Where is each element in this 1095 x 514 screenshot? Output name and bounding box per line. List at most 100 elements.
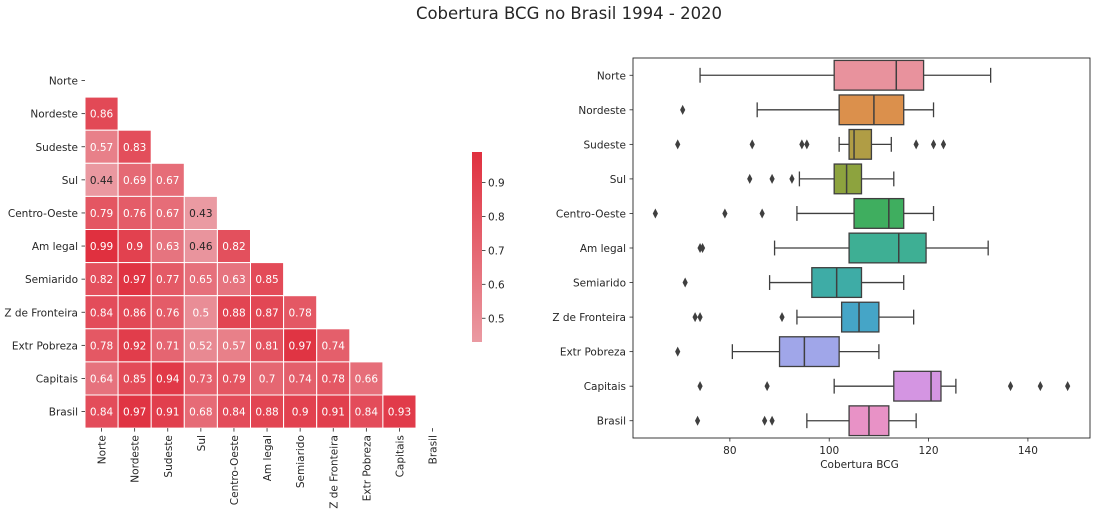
box-x-tick-label: 120	[919, 445, 939, 457]
outlier-point	[1065, 381, 1071, 392]
heatmap-cell-label: 0.79	[222, 373, 245, 385]
heatmap-cell-label: 0.78	[90, 340, 113, 352]
heatmap-x-tick-label: Z de Fronteira	[328, 435, 340, 509]
box-norte	[699, 59, 992, 91]
heatmap-y-tick-label: Sul	[62, 175, 78, 187]
heatmap-cell-label: 0.81	[255, 340, 278, 352]
heatmap-cell-label: 0.93	[388, 407, 411, 419]
heatmap-cell	[382, 394, 417, 429]
heatmap-cell	[250, 361, 285, 396]
outlier-point	[779, 312, 785, 323]
outlier-point	[1037, 381, 1043, 392]
box-iqr	[848, 232, 927, 264]
heatmap-cell	[117, 195, 152, 230]
heatmap-cell-label: 0.63	[222, 274, 245, 286]
heatmap-cell	[250, 262, 285, 297]
box-x-tick-label: 100	[819, 445, 839, 457]
box-y-tick-label: Sudeste	[584, 139, 627, 151]
heatmap-cell	[84, 129, 119, 164]
heatmap-cell	[216, 262, 251, 297]
outlier-point	[749, 139, 755, 150]
heatmap-x-tick-label: Nordeste	[130, 435, 142, 483]
box-iqr	[778, 336, 840, 368]
outlier-point	[694, 415, 701, 426]
heatmap-cell	[316, 328, 351, 363]
box-y-tick-label: Centro-Oeste	[556, 208, 626, 220]
box-y-tick-label: Norte	[597, 70, 626, 82]
heatmap-cell	[84, 394, 119, 429]
outlier-point	[759, 208, 765, 219]
heatmap-cell-label: 0.52	[189, 340, 212, 352]
heatmap-y-tick-label: Am legal	[32, 241, 78, 253]
outlier-point	[747, 173, 753, 184]
heatmap-x-tick-label: Brasil	[428, 435, 440, 464]
heatmap-cell	[117, 262, 152, 297]
outlier-point	[699, 243, 706, 253]
colorbar-tick-label: 0.6	[488, 279, 505, 291]
heatmap-cell-label: 0.46	[189, 241, 213, 253]
heatmap-cell-label: 0.87	[255, 307, 278, 319]
outlier-point	[769, 415, 775, 426]
heatmap-cell-label: 0.92	[123, 340, 146, 352]
colorbar-tick-label: 0.9	[488, 178, 505, 190]
heatmap-cell-label: 0.74	[322, 340, 346, 352]
heatmap-y-tick-label: Extr Pobreza	[12, 340, 78, 352]
outlier-point	[764, 381, 770, 392]
box-extr-pobreza	[675, 336, 880, 368]
heatmap-cell-label: 0.66	[355, 373, 379, 385]
box-y-tick-label: Sul	[610, 174, 626, 186]
box-iqr	[833, 59, 925, 91]
heatmap-cell	[84, 361, 119, 396]
heatmap-cell	[117, 295, 152, 330]
heatmap-x-tick-label: Centro-Oeste	[229, 435, 241, 505]
box-y-tick-label: Capitais	[584, 381, 626, 393]
heatmap-cell	[150, 328, 185, 363]
x-axis-label: Cobertura BCG	[820, 459, 899, 471]
heatmap-cell-label: 0.82	[222, 241, 245, 253]
heatmap-cell-label: 0.57	[90, 142, 113, 154]
outlier-point	[799, 139, 805, 150]
box-y-tick-label: Am legal	[580, 243, 626, 255]
heatmap-chart: 0.86 0.57 0.83 0.44 0.69 0.67 0.79 0.76 0.67 0.43…	[4, 76, 439, 509]
heatmap-cell-label: 0.73	[189, 373, 212, 385]
heatmap-cell-label: 0.97	[123, 407, 146, 419]
heatmap-cell	[216, 394, 251, 429]
outlier-point	[692, 312, 698, 323]
heatmap-cell-label: 0.86	[123, 307, 147, 319]
heatmap-cell	[349, 394, 384, 429]
heatmap-cell	[183, 262, 218, 297]
outlier-point	[769, 173, 775, 184]
heatmap-y-tick-label: Semiarido	[25, 274, 78, 286]
outlier-point	[940, 139, 947, 150]
heatmap-x-tick-label: Am legal	[262, 435, 274, 481]
heatmap-x-tick-label: Sul	[196, 435, 208, 451]
outlier-point	[675, 346, 681, 357]
heatmap-cell-label: 0.84	[222, 407, 246, 419]
heatmap-cell-label: 0.76	[123, 208, 147, 220]
heatmap-cell	[183, 229, 218, 264]
heatmap-cell-label: 0.67	[156, 175, 179, 187]
heatmap-cell	[84, 295, 119, 330]
heatmap-cell-label: 0.94	[156, 373, 180, 385]
heatmap-cell	[250, 295, 285, 330]
outlier-point	[680, 104, 686, 115]
heatmap-y-tick-label: Centro-Oeste	[8, 208, 78, 220]
outlier-point	[913, 139, 919, 150]
heatmap-cell-label: 0.76	[156, 307, 180, 319]
heatmap-cell-label: 0.85	[255, 274, 278, 286]
heatmap-cell-label: 0.91	[322, 407, 345, 419]
heatmap-cell-label: 0.68	[189, 407, 212, 419]
heatmap-cell-label: 0.74	[288, 373, 312, 385]
figure-title: Cobertura BCG no Brasil 1994 - 2020	[416, 4, 722, 23]
box-semiarido	[682, 267, 905, 299]
heatmap-x-tick-label: Sudeste	[163, 435, 175, 478]
heatmap-y-tick-label: Nordeste	[30, 109, 78, 121]
heatmap-cell-label: 0.84	[355, 407, 379, 419]
heatmap-cell	[183, 394, 218, 429]
heatmap-cell-label: 0.9	[292, 407, 309, 419]
heatmap-y-tick-label: Z de Fronteira	[4, 307, 78, 319]
heatmap-cell	[150, 162, 185, 197]
outlier-point	[762, 415, 768, 426]
outlier-point	[930, 139, 937, 150]
